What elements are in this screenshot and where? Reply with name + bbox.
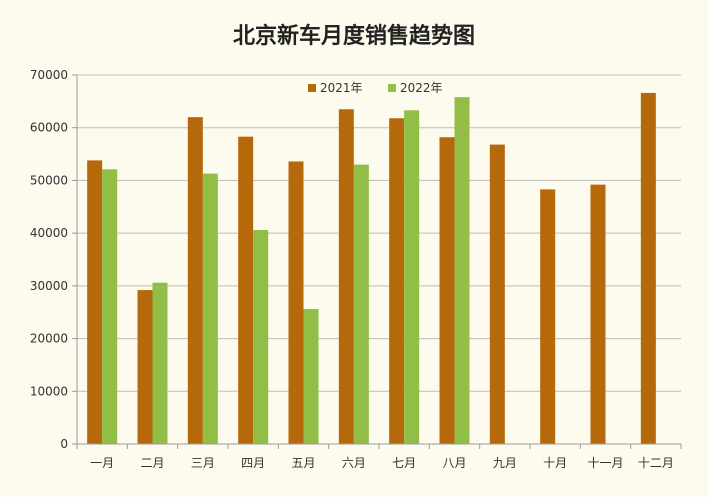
legend-label: 2021年: [320, 81, 363, 95]
legend-label: 2022年: [400, 81, 443, 95]
bar-2022年-六月: [353, 164, 369, 444]
legend-swatch: [308, 84, 316, 92]
y-tick-label: 30000: [30, 279, 68, 293]
x-tick-label: 一月: [90, 456, 114, 470]
bar-2021年-七月: [389, 118, 405, 445]
x-tick-label: 四月: [241, 456, 265, 470]
y-tick-label: 60000: [30, 121, 68, 135]
y-tick-label: 70000: [30, 68, 68, 82]
bar-2021年-五月: [288, 161, 304, 445]
x-tick-label: 六月: [342, 456, 366, 470]
bars: [87, 92, 656, 445]
bar-2021年-八月: [439, 137, 455, 444]
axes: 0 10000 20000 30000 40000 50000 60000 70000 一月 二月…: [30, 68, 682, 470]
bar-2021年-一月: [87, 160, 103, 444]
bar-2022年-五月: [303, 309, 319, 444]
x-tick-label: 三月: [191, 456, 215, 470]
bar-2022年-四月: [253, 229, 269, 444]
x-tick-label: 十二月: [638, 456, 674, 470]
x-tick-label: 七月: [392, 456, 416, 470]
x-tick-label: 八月: [442, 456, 466, 470]
y-tick-label: 50000: [30, 173, 68, 187]
bar-2021年-二月: [137, 290, 153, 444]
bar-2021年-十月: [540, 189, 556, 444]
bar-2022年-七月: [404, 110, 420, 444]
y-tick-label: 40000: [30, 226, 68, 240]
bar-2021年-九月: [489, 144, 505, 444]
y-tick-label: 0: [60, 437, 68, 451]
gridlines: [77, 74, 681, 392]
x-tick-label: 十一月: [587, 456, 623, 470]
bar-2021年-十二月: [640, 92, 656, 445]
x-tick-label: 二月: [140, 456, 164, 470]
bar-2021年-四月: [238, 136, 254, 444]
bar-2022年-八月: [454, 97, 470, 444]
bar-2021年-六月: [338, 109, 354, 444]
y-tick-label: 10000: [30, 384, 68, 398]
y-tick-label: 20000: [30, 332, 68, 346]
bar-2021年-三月: [187, 117, 203, 445]
chart-title: 北京新车月度销售趋势图: [232, 24, 475, 49]
x-tick-label: 五月: [291, 456, 315, 470]
bar-2021年-十一月: [590, 184, 606, 444]
bar-2022年-二月: [152, 282, 168, 444]
legend: 2021年 2022年: [308, 81, 443, 95]
bar-2022年-一月: [102, 169, 118, 444]
bar-2022年-三月: [202, 173, 218, 444]
x-tick-label: 九月: [493, 456, 517, 470]
legend-swatch: [388, 84, 396, 92]
x-tick-label: 十月: [543, 456, 567, 470]
